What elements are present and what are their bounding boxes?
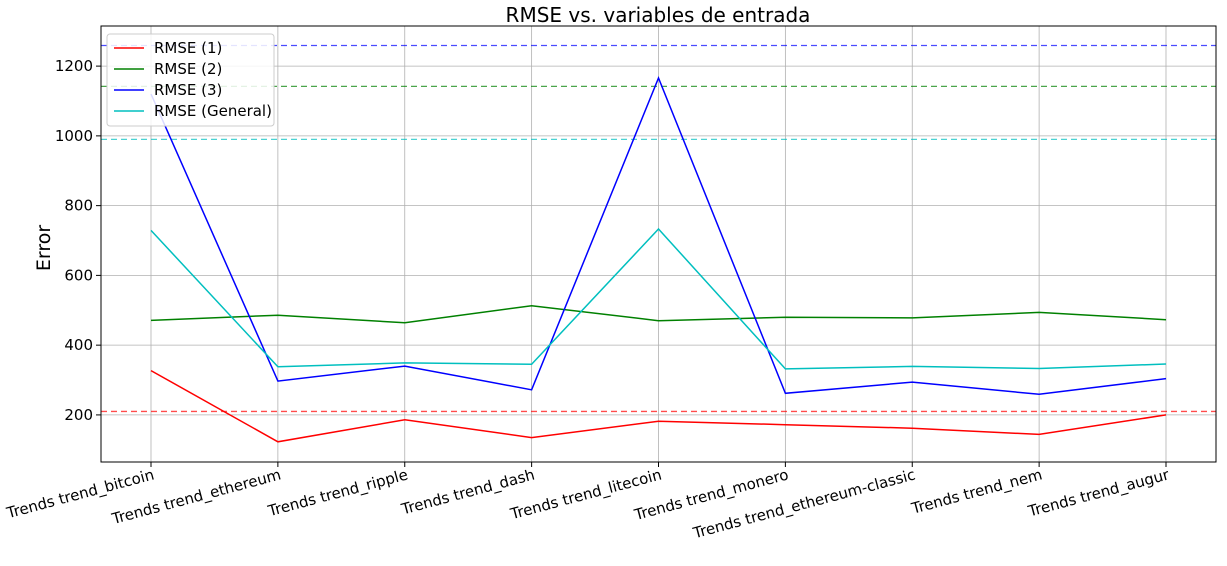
- x-tick-label: Trends trend_ripple: [265, 465, 410, 521]
- y-axis-ticks: 200 400 600 800 1000 1200: [55, 57, 101, 424]
- x-tick-label: Trends trend_augur: [1025, 465, 1172, 521]
- series-line: [150, 227, 1167, 370]
- legend-box: [106, 33, 275, 127]
- y-tick-label: 600: [64, 266, 93, 284]
- legend-label: RMSE (2): [154, 60, 222, 78]
- chart-title: RMSE vs. variables de entrada: [506, 3, 811, 27]
- series-line: [150, 304, 1167, 324]
- legend-label: RMSE (General): [154, 102, 272, 120]
- series-line: [150, 369, 1167, 443]
- reference-lines: [101, 44, 1216, 413]
- y-tick-label: 200: [64, 406, 93, 424]
- y-tick-label: 800: [64, 197, 93, 215]
- y-tick-label: 1200: [55, 57, 93, 75]
- y-tick-label: 400: [64, 336, 93, 354]
- y-axis-label: Error: [33, 225, 55, 272]
- legend-label: RMSE (1): [154, 39, 222, 57]
- series-line: [150, 76, 1167, 396]
- x-tick-label: Trends trend_nem: [909, 465, 1045, 518]
- grid: [101, 26, 1216, 462]
- y-tick-label: 1000: [55, 127, 93, 145]
- series-lines: [150, 76, 1167, 443]
- x-tick-label: Trends trend_ethereum-classic: [690, 465, 917, 543]
- legend: RMSE (1) RMSE (2) RMSE (3) RMSE (General): [106, 33, 275, 127]
- legend-label: RMSE (3): [154, 81, 222, 99]
